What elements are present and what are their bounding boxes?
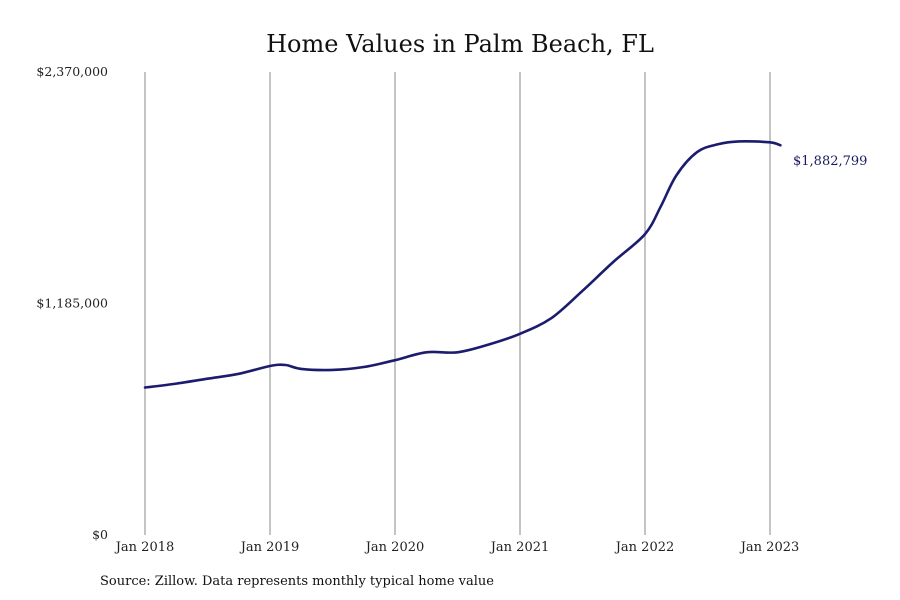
y-tick-label: $0 bbox=[92, 527, 108, 542]
y-axis-tick-labels: $0 $1,185,000 $2,370,000 bbox=[36, 64, 108, 542]
y-tick-label: $1,185,000 bbox=[36, 296, 108, 311]
series-line-0 bbox=[143, 139, 782, 389]
y-tick-label: $2,370,000 bbox=[36, 64, 108, 79]
vertical-gridlines bbox=[144, 72, 771, 535]
series-layer bbox=[143, 139, 782, 389]
x-tick-label: Jan 2020 bbox=[364, 540, 425, 555]
x-tick-label: Jan 2019 bbox=[239, 540, 300, 555]
x-tick-label: Jan 2021 bbox=[489, 540, 550, 555]
x-axis-tick-labels: Jan 2018 Jan 2019 Jan 2020 Jan 2021 Jan 2022… bbox=[114, 540, 800, 555]
end-value-label: $1,882,799 bbox=[793, 154, 867, 169]
chart-title: Home Values in Palm Beach, FL bbox=[266, 30, 654, 58]
x-tick-label: Jan 2018 bbox=[114, 540, 175, 555]
x-tick-label: Jan 2022 bbox=[614, 540, 675, 555]
source-note: Source: Zillow. Data represents monthly … bbox=[100, 574, 494, 589]
x-tick-label: Jan 2023 bbox=[739, 540, 800, 555]
